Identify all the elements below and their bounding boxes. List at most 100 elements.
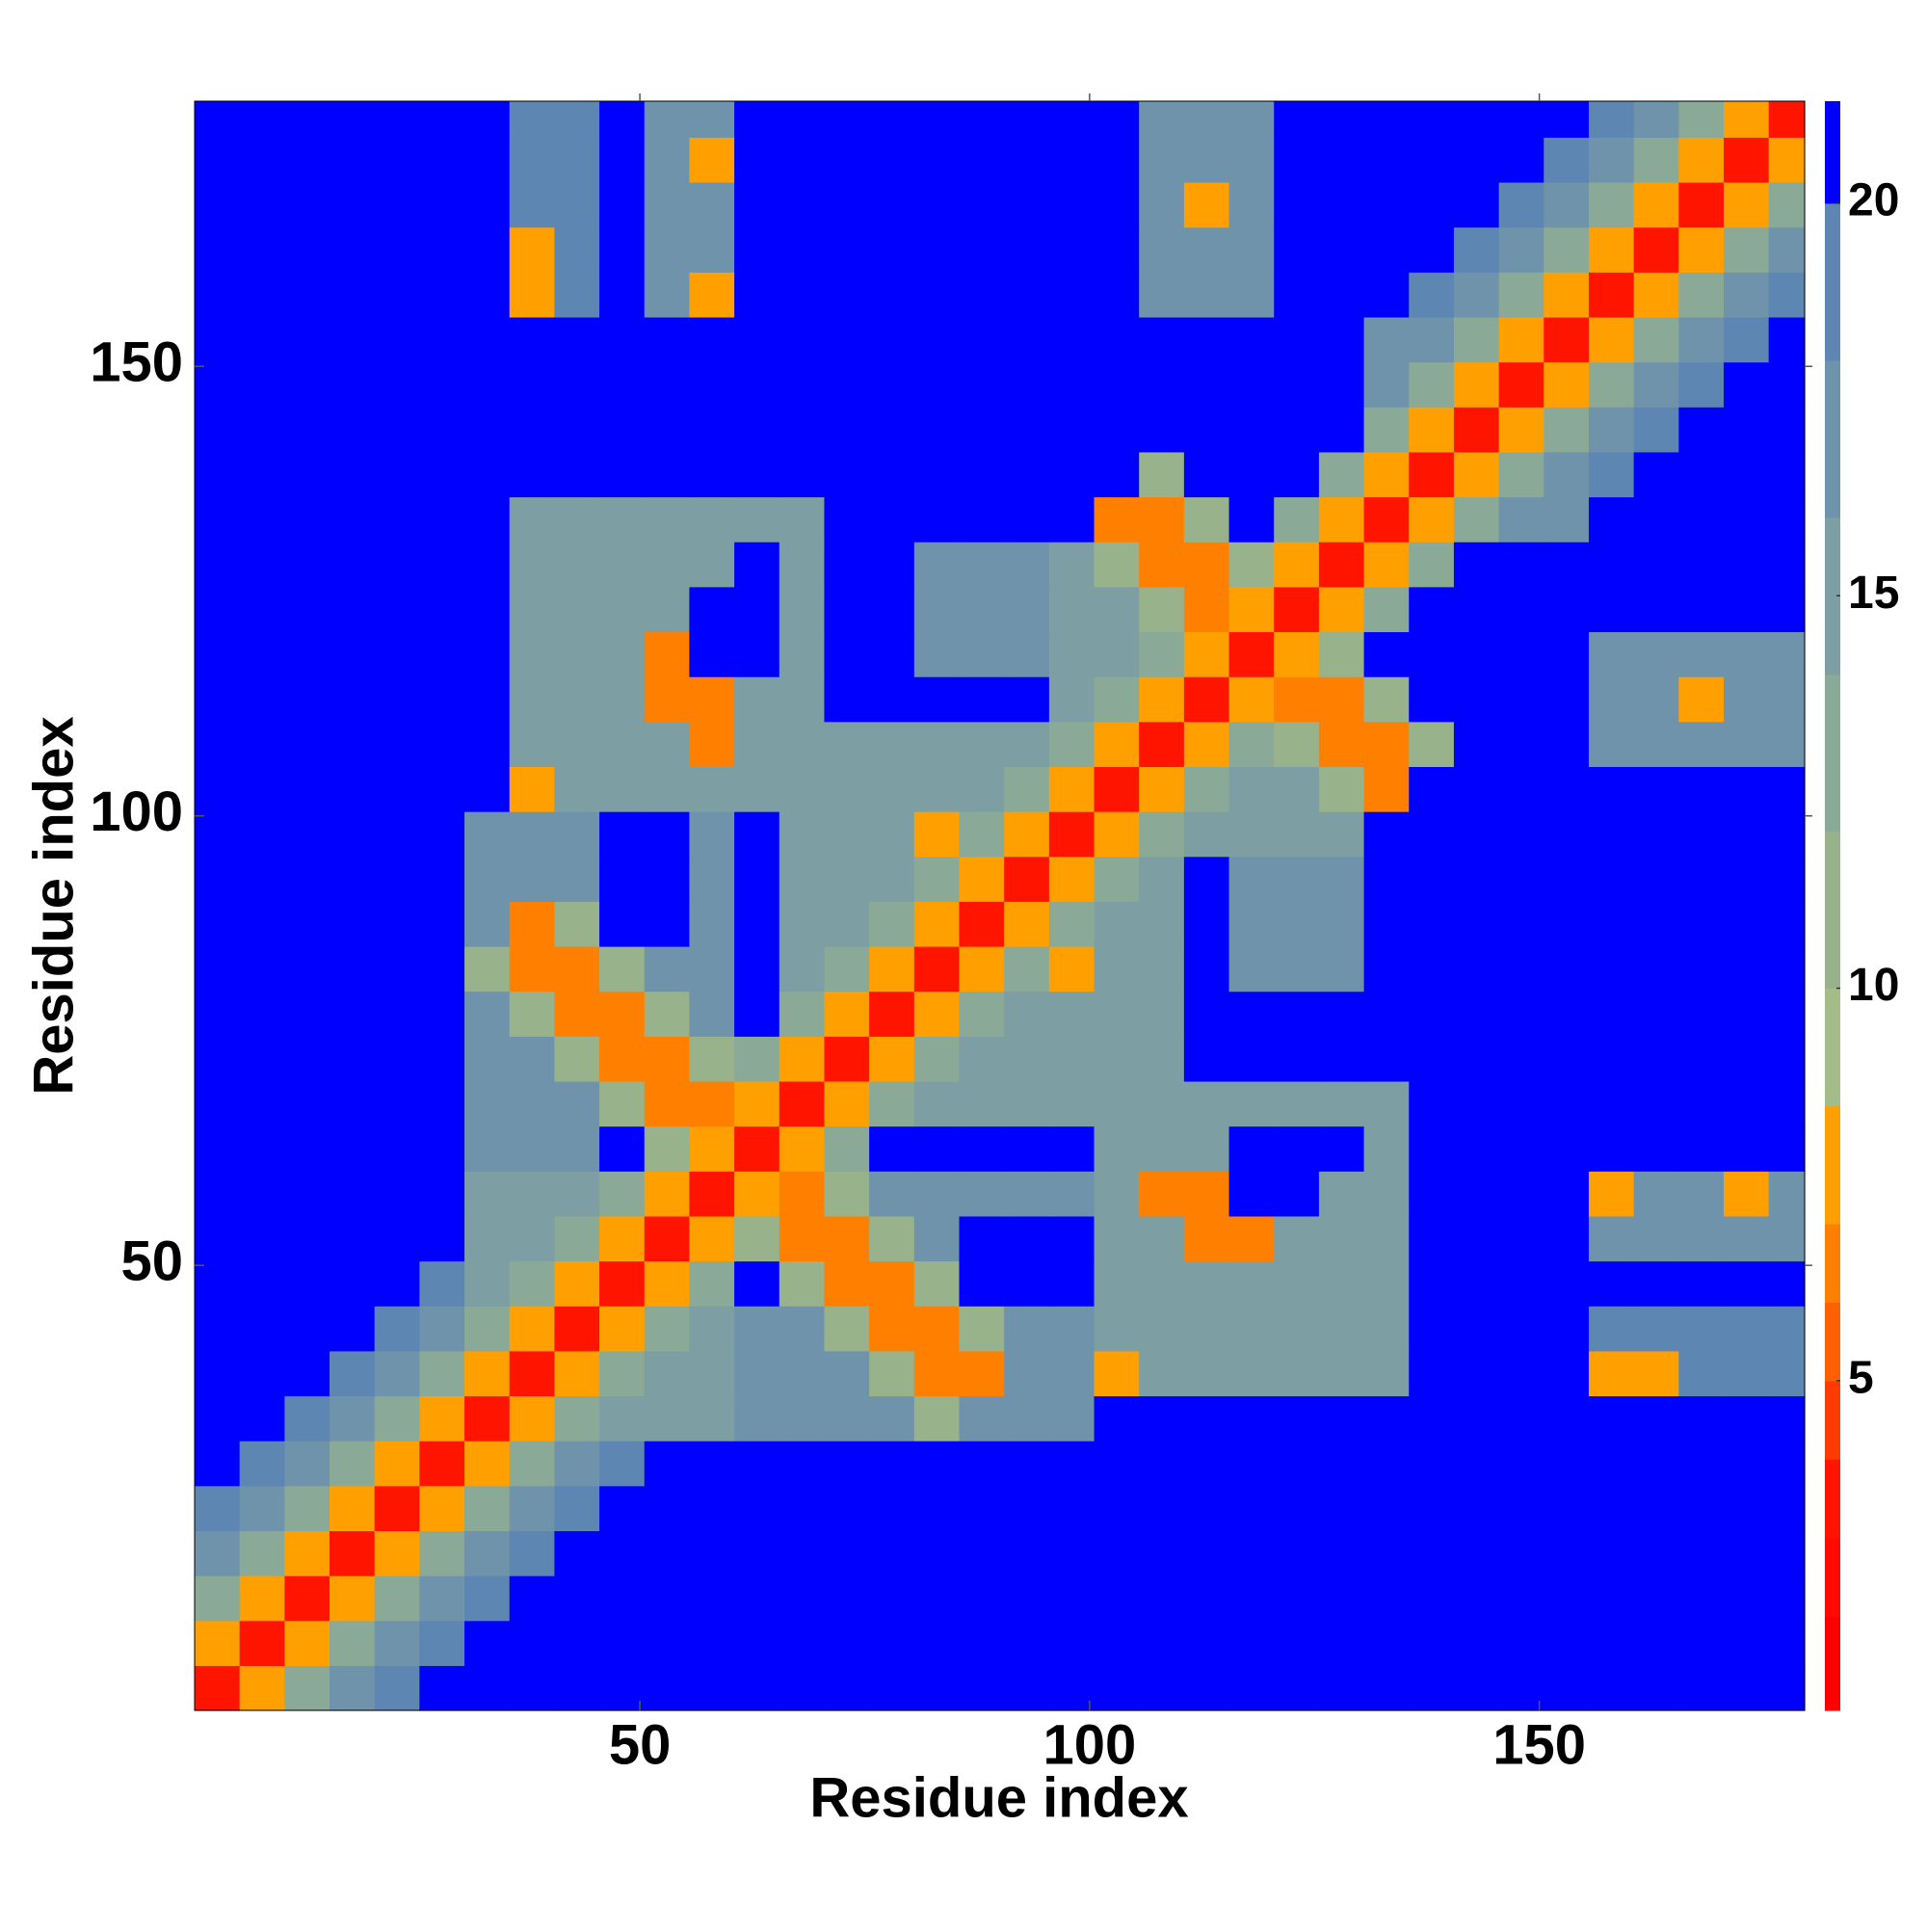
heatmap-cell xyxy=(374,1080,420,1127)
heatmap-cell xyxy=(239,1575,285,1622)
heatmap-cell xyxy=(1274,766,1320,812)
heatmap-cell xyxy=(374,631,420,677)
heatmap-cell xyxy=(554,1036,600,1082)
heatmap-cell xyxy=(599,991,646,1037)
heatmap-cell xyxy=(1363,991,1410,1037)
heatmap-cell xyxy=(1228,101,1275,138)
heatmap-cell xyxy=(1183,226,1230,273)
heatmap-cell xyxy=(1498,676,1544,723)
heatmap-cell xyxy=(464,811,511,858)
heatmap-cell xyxy=(959,1171,1005,1217)
heatmap-cell xyxy=(1678,901,1725,947)
heatmap-cell xyxy=(239,991,285,1037)
heatmap-cell xyxy=(330,1215,376,1262)
heatmap-cell xyxy=(554,631,600,677)
heatmap-cell xyxy=(913,766,961,812)
heatmap-cell xyxy=(1139,181,1185,228)
heatmap-cell xyxy=(1633,542,1679,588)
heatmap-cell xyxy=(1228,137,1275,183)
heatmap-cell xyxy=(959,1620,1005,1666)
heatmap-cell xyxy=(1544,1215,1590,1262)
heatmap-cell xyxy=(419,1260,465,1307)
heatmap-cell xyxy=(644,676,691,723)
heatmap-cell xyxy=(1318,676,1365,723)
heatmap-cell xyxy=(913,676,961,723)
heatmap-cell xyxy=(1048,101,1095,138)
heatmap-cell xyxy=(195,137,241,183)
heatmap-cell xyxy=(509,451,556,498)
heatmap-cell xyxy=(1363,226,1410,273)
heatmap-cell xyxy=(1588,901,1635,947)
heatmap-cell xyxy=(374,945,420,992)
heatmap-cell xyxy=(1274,496,1320,543)
heatmap-cell xyxy=(913,226,961,273)
heatmap-cell xyxy=(599,1171,646,1217)
heatmap-cell xyxy=(1274,407,1320,453)
heatmap-cell xyxy=(1318,316,1365,363)
heatmap-cell xyxy=(1318,181,1365,228)
heatmap-cell xyxy=(1274,1260,1320,1307)
heatmap-cell xyxy=(1139,1485,1185,1532)
heatmap-cell xyxy=(509,901,556,947)
heatmap-cell xyxy=(374,451,420,498)
heatmap-cell xyxy=(1274,901,1320,947)
heatmap-cell xyxy=(195,1620,241,1666)
heatmap-cell xyxy=(644,361,691,408)
heatmap-cell xyxy=(1544,631,1590,677)
heatmap-cell xyxy=(1228,631,1275,677)
heatmap-cell xyxy=(1544,1395,1590,1442)
heatmap-cell xyxy=(1274,1306,1320,1352)
heatmap-cell xyxy=(1678,811,1725,858)
heatmap-cell xyxy=(1004,631,1050,677)
heatmap-cell xyxy=(824,1036,870,1082)
heatmap-cell xyxy=(509,631,556,677)
heatmap-cell xyxy=(1678,1395,1725,1442)
heatmap-cell xyxy=(779,901,826,947)
heatmap-cell xyxy=(1139,856,1185,902)
heatmap-cell xyxy=(644,721,691,767)
heatmap-cell xyxy=(1498,1171,1544,1217)
heatmap-cell xyxy=(1409,1125,1455,1172)
heatmap-cell xyxy=(599,1215,646,1262)
heatmap-cell xyxy=(824,1171,870,1217)
heatmap-cell xyxy=(330,1485,376,1532)
heatmap-cell xyxy=(1453,1350,1500,1397)
heatmap-cell xyxy=(824,1260,870,1307)
heatmap-cell xyxy=(464,226,511,273)
heatmap-cell xyxy=(419,542,465,588)
heatmap-cell xyxy=(1094,811,1140,858)
heatmap-cell xyxy=(284,451,330,498)
heatmap-cell xyxy=(1768,181,1806,228)
heatmap-cell xyxy=(644,586,691,633)
heatmap-cell xyxy=(644,1441,691,1487)
heatmap-cell xyxy=(734,1260,780,1307)
heatmap-cell xyxy=(1139,631,1185,677)
heatmap-cell xyxy=(644,1306,691,1352)
heatmap-cell xyxy=(1409,1575,1455,1622)
heatmap-cell xyxy=(1094,1080,1140,1127)
heatmap-cell xyxy=(1004,1395,1050,1442)
heatmap-cell xyxy=(1228,451,1275,498)
heatmap-cell xyxy=(1094,1350,1140,1397)
heatmap-cell xyxy=(1588,856,1635,902)
heatmap-cell xyxy=(959,766,1005,812)
heatmap-cell xyxy=(1409,451,1455,498)
heatmap-cell xyxy=(330,1036,376,1082)
heatmap-cell xyxy=(419,272,465,318)
heatmap-cell xyxy=(1228,811,1275,858)
heatmap-cell xyxy=(419,631,465,677)
heatmap-cell xyxy=(554,1080,600,1127)
heatmap-cell xyxy=(869,901,915,947)
heatmap-cell xyxy=(239,1260,285,1307)
heatmap-cell xyxy=(464,272,511,318)
heatmap-cell xyxy=(374,991,420,1037)
heatmap-cell xyxy=(1768,945,1806,992)
heatmap-cell xyxy=(554,181,600,228)
heatmap-cell xyxy=(239,361,285,408)
colorbar-segment xyxy=(1825,674,1840,833)
heatmap-cell xyxy=(1544,226,1590,273)
heatmap-cell xyxy=(959,1350,1005,1397)
heatmap-cell xyxy=(1768,1575,1806,1622)
heatmap-cell xyxy=(374,811,420,858)
heatmap-cell xyxy=(959,901,1005,947)
